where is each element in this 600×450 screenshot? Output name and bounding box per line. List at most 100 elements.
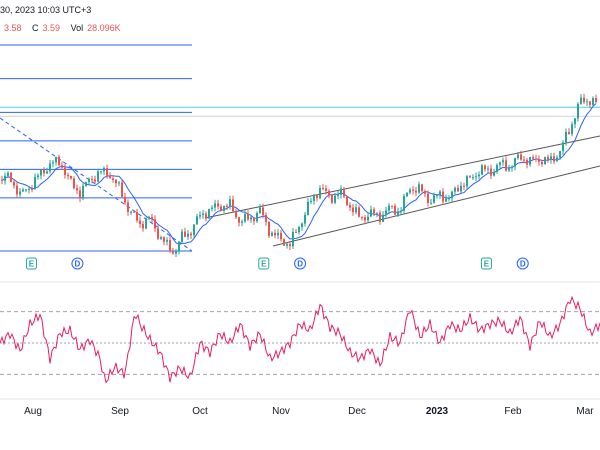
candle-body [544, 156, 546, 165]
candle-body [418, 184, 420, 193]
candle-body [340, 188, 342, 195]
dividend-marker[interactable]: D [71, 257, 84, 270]
candle-body [16, 185, 18, 195]
candle-body [421, 184, 423, 192]
candle-body [166, 239, 168, 242]
earnings-marker[interactable]: E [25, 257, 37, 270]
x-axis-label: Sep [111, 406, 129, 417]
candle-body [217, 203, 219, 207]
candle-body [331, 194, 333, 203]
candle-body [532, 157, 534, 159]
candle-body [145, 218, 147, 229]
candle-body [334, 195, 336, 203]
candle-body [157, 228, 159, 239]
earnings-marker-box [480, 257, 492, 270]
candle-body [232, 199, 234, 212]
candle-body [199, 215, 201, 217]
candle-body [520, 154, 522, 160]
candle-body [541, 161, 543, 165]
candle-body [172, 251, 174, 254]
rsi-pane [0, 295, 600, 384]
candle-body [235, 211, 237, 218]
earnings-marker-label: E [29, 260, 35, 269]
candle-body [118, 182, 120, 184]
x-axis-label: Dec [348, 406, 366, 417]
candle-body [247, 213, 249, 220]
horizontal-line [0, 106, 600, 117]
candle-body [130, 211, 132, 213]
candle-body [373, 209, 375, 214]
earnings-marker[interactable]: E [258, 257, 270, 270]
candle-body [385, 210, 387, 215]
candle-body [304, 214, 306, 224]
dividend-marker[interactable]: D [294, 257, 307, 270]
candle-body [565, 131, 567, 143]
candle-body [112, 178, 114, 180]
candle-body [400, 210, 402, 212]
candle-body [256, 213, 258, 222]
candle-body [310, 200, 312, 202]
rsi-line [0, 295, 600, 384]
candle-body [439, 191, 441, 196]
candle-body [106, 167, 108, 177]
candle-body [67, 174, 69, 177]
candle-body [121, 182, 123, 197]
candle-body [61, 165, 63, 168]
candle-body [370, 209, 372, 217]
candle-body [115, 179, 117, 184]
trend-channel [204, 135, 600, 247]
candle-body [568, 131, 570, 135]
candle-body [109, 176, 111, 179]
dividend-marker-label: D [520, 260, 526, 269]
candle-body [457, 187, 459, 192]
candle-body [493, 171, 495, 176]
time-axis: Aug Sep Oct Nov Dec 2023 Feb Mar [24, 406, 594, 417]
candle-body [472, 177, 474, 179]
candle-body [505, 160, 507, 171]
candle-body [190, 233, 192, 236]
candle-body [595, 97, 597, 102]
candle-body [73, 178, 75, 189]
candle-body [388, 205, 390, 211]
candle-body [4, 175, 6, 181]
dividend-marker-circle [294, 257, 307, 270]
candle-body [136, 212, 138, 221]
candle-body [169, 239, 171, 252]
candle-body [319, 188, 321, 199]
candle-body [220, 206, 222, 211]
candle-body [133, 211, 135, 213]
earnings-marker[interactable]: E [480, 257, 492, 270]
candle-body [430, 202, 432, 204]
candle-body [34, 177, 36, 190]
dividend-marker[interactable]: D [516, 257, 529, 270]
candle-body [40, 169, 42, 176]
candle-body [265, 215, 267, 222]
candle-body [250, 217, 252, 220]
dividend-marker-circle [71, 257, 84, 270]
candle-body [391, 205, 393, 207]
candle-body [82, 185, 84, 199]
candle-body [547, 156, 549, 160]
x-axis-label: Nov [272, 406, 290, 417]
candle-body [514, 158, 516, 167]
candle-body [382, 214, 384, 222]
x-axis-label: Oct [192, 406, 208, 417]
candle-body [103, 167, 105, 172]
candle-body [343, 188, 345, 197]
candle-body [442, 191, 444, 202]
candle-body [508, 168, 510, 171]
candle-body [433, 195, 435, 203]
candle-body [550, 156, 552, 160]
header-date: 30, 2023 10:03 UTC+3 [0, 5, 91, 16]
ma-line [1, 103, 597, 245]
candle-body [286, 244, 288, 246]
candle-body [325, 188, 327, 191]
candle-body [175, 250, 177, 254]
candle-body [313, 195, 315, 201]
candle-body [478, 174, 480, 177]
candle-body [571, 124, 573, 135]
candle-body [193, 224, 195, 236]
earnings-marker-box [25, 257, 37, 270]
